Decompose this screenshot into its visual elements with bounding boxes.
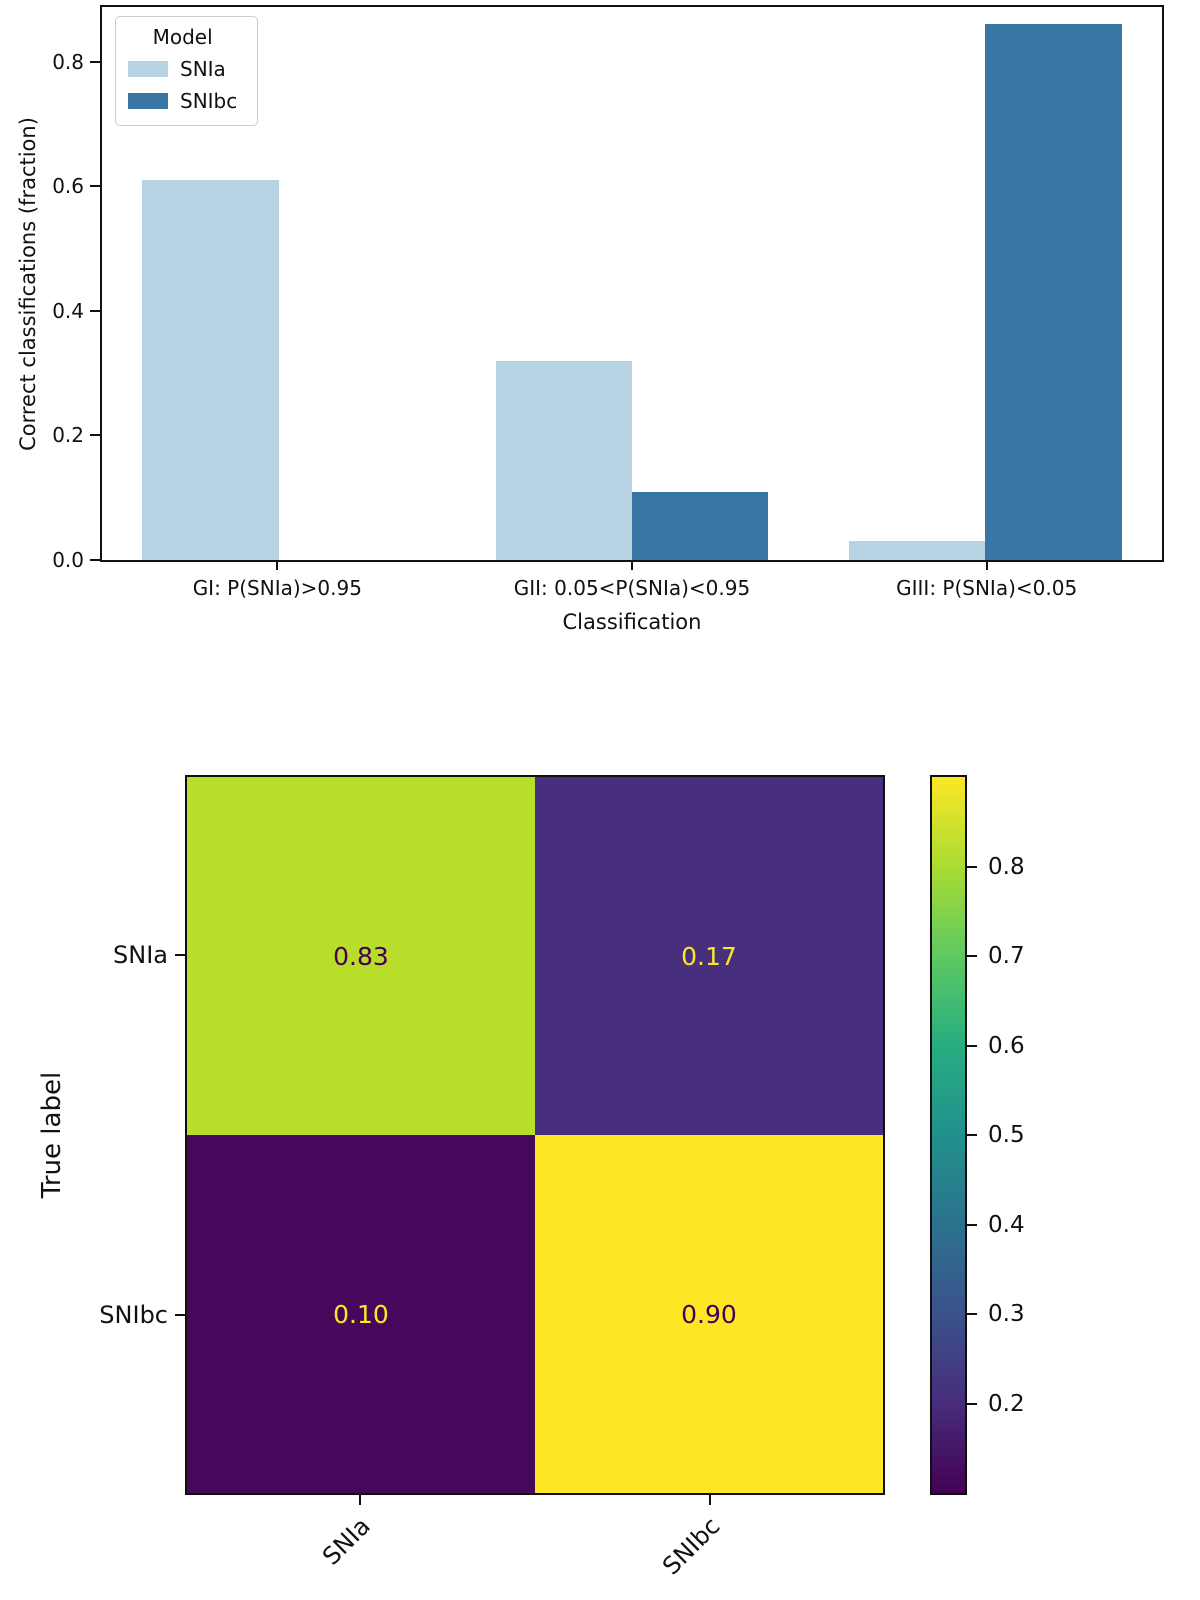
matrix-cell-snibc-snibc: 0.90 [535,1135,883,1493]
bar-group-2 [455,7,808,560]
row-tick-mark [175,954,185,956]
colorbar-tick-label: 0.8 [988,853,1025,880]
row-label-snibc: SNIbc [99,1301,168,1329]
matrix-cell-snia-snibc: 0.17 [535,777,883,1135]
legend-item-snia: SNIa [128,57,237,81]
colorbar-tick-label: 0.7 [988,943,1025,969]
cell-value: 0.17 [681,941,737,971]
matrix-cell-snibc-snia: 0.10 [187,1135,535,1493]
cell-value: 0.10 [333,1299,389,1329]
legend-title: Model [152,25,213,49]
row-tick-mark [175,1314,185,1316]
y-tick-mark [90,434,100,437]
x-tick-mark [631,560,633,570]
confusion-matrix: 0.83 0.17 0.10 0.90 [185,775,885,1495]
x-tick-mark [985,560,988,570]
bar-y-axis-label: Correct classifications (fraction) [16,117,40,451]
colorbar [930,775,967,1495]
bar-snibc-group2 [631,491,769,560]
y-tick-label: 0.2 [52,423,84,448]
cell-value: 0.90 [681,1299,737,1329]
legend-label-snibc: SNIbc [180,89,238,113]
colorbar-tick-label: 0.5 [988,1122,1025,1148]
bar-group-1 [102,7,455,560]
colorbar-tick-mark [967,1402,977,1405]
legend-item-snibc: SNIbc [128,89,237,113]
x-tick-label: GIII: P(SNIa)<0.05 [896,576,1078,600]
y-tick-mark [90,309,100,312]
colorbar-tick-mark [967,1134,977,1136]
colorbar-tick-mark [967,1223,977,1226]
legend-label-snia: SNIa [180,57,226,81]
cell-value: 0.83 [333,941,389,971]
bar-plot-area: Model SNIa SNIbc [100,5,1164,562]
colorbar-tick-mark [967,955,977,957]
colorbar-tick-label: 0.3 [988,1301,1025,1327]
bar-x-axis-label: Classification [562,610,702,634]
y-tick-mark [90,185,100,188]
bar-snibc-group3 [985,24,1122,560]
col-label-snia: SNIa [317,1512,376,1571]
y-tick-mark [90,559,100,561]
x-tick-label: GI: P(SNIa)>0.95 [192,576,362,600]
col-label-snibc: SNIbc [657,1512,726,1581]
colorbar-tick-label: 0.4 [988,1211,1025,1238]
col-tick-mark [709,1495,711,1505]
bar-snia-group1 [142,180,279,560]
y-tick-label: 0.6 [52,174,84,199]
colorbar-tick-mark [967,1044,977,1047]
col-tick-mark [359,1495,361,1505]
colorbar-tick-label: 0.2 [988,1390,1025,1417]
matrix-cell-snia-snia: 0.83 [187,777,535,1135]
y-tick-label: 0.4 [52,298,84,323]
x-tick-label: GII: 0.05<P(SNIa)<0.95 [513,576,751,600]
bar-snia-group2 [495,360,632,560]
legend: Model SNIa SNIbc [115,16,259,126]
y-tick-label: 0.0 [52,548,84,572]
colorbar-tick-mark [967,1313,977,1315]
row-label-snia: SNIa [113,941,168,969]
bar-snia-group3 [848,541,986,560]
bar-group-3 [809,7,1162,560]
legend-swatch-snibc [128,93,168,109]
y-tick-label: 0.8 [52,49,84,74]
heatmap-y-axis-label: True label [37,1071,67,1199]
colorbar-tick-label: 0.6 [988,1032,1025,1059]
y-tick-mark [90,60,100,63]
legend-swatch-snia [128,61,168,77]
x-tick-mark [276,560,279,570]
colorbar-tick-mark [967,865,977,868]
